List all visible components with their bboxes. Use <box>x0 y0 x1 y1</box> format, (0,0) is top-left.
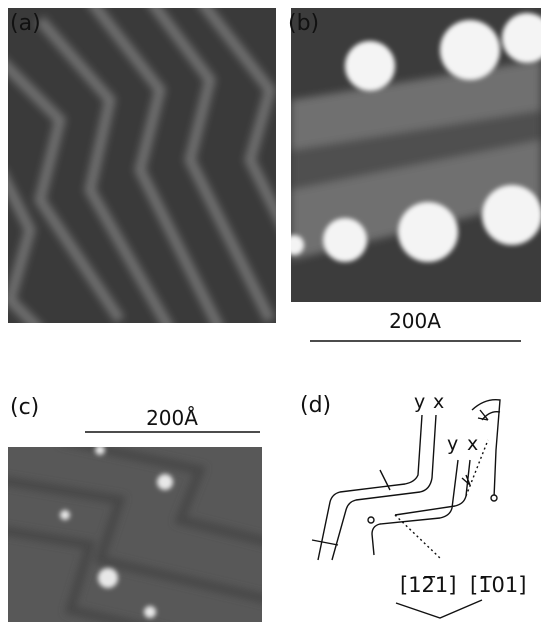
panel-label: (d) <box>300 393 331 418</box>
stm-image-c <box>0 440 280 622</box>
stm-image-a <box>0 0 300 330</box>
scale-bar-label: 200A <box>389 309 441 333</box>
panel-label: (c) <box>10 395 39 420</box>
direction-label: [12̅1] <box>400 573 456 597</box>
panel-label: (a) <box>10 11 41 36</box>
panel-label: (b) <box>288 11 319 36</box>
axis-label: y <box>447 433 458 455</box>
axis-label: y <box>414 391 425 413</box>
axis-label: x <box>467 433 478 455</box>
axis-label: x <box>433 391 444 413</box>
stm-image-b <box>284 8 541 302</box>
direction-label: [1̅01] <box>470 573 526 597</box>
figure: (a) (b) 200A (c) 200Å <box>0 0 541 622</box>
scale-bar-label: 200Å <box>146 406 198 430</box>
